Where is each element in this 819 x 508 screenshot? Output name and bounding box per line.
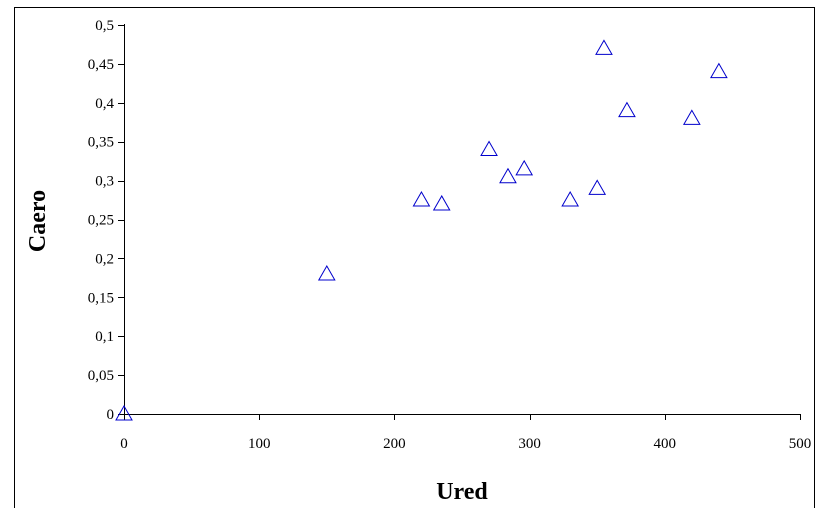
y-tick-label: 0,1 [95, 329, 114, 345]
data-point-triangle [499, 167, 517, 184]
x-axis-title: Ured [436, 479, 488, 505]
data-point-triangle [561, 191, 580, 207]
chart-frame [14, 7, 815, 508]
data-point-triangle [588, 179, 607, 195]
tick-labels: 0 100 200 300 400 500 0 0,05 0,1 0,15 0,2 0,25 0,3 0,… [88, 18, 812, 452]
x-tick-label: 300 [518, 436, 541, 452]
data-point-triangle [115, 404, 133, 421]
y-tick-label: 0,05 [88, 368, 114, 384]
y-tick-label: 0,35 [88, 135, 114, 151]
data-point-triangle [618, 101, 636, 118]
data-point-triangle [515, 159, 534, 176]
y-tick-label: 0,25 [88, 213, 114, 229]
data-point-triangle [480, 140, 498, 156]
axis-ticks [118, 25, 801, 420]
y-tick-label: 0,4 [95, 96, 114, 112]
y-tick-label: 0,15 [88, 290, 114, 306]
data-point-triangle [412, 191, 431, 207]
x-tick-label: 500 [789, 436, 812, 452]
x-tick-label: 100 [248, 436, 271, 452]
data-point-triangle [432, 194, 451, 211]
y-axis-title: Caero [25, 190, 51, 252]
y-tick-label: 0,45 [88, 57, 114, 73]
data-point-triangle [710, 62, 728, 79]
x-tick-label: 0 [120, 436, 128, 452]
data-point-triangle [317, 264, 336, 281]
x-tick-label: 200 [383, 436, 406, 452]
data-points [115, 39, 728, 421]
y-tick-label: 0,2 [95, 251, 114, 267]
y-tick-label: 0,3 [95, 174, 114, 190]
y-tick-label: 0 [107, 407, 115, 423]
x-tick-label: 400 [654, 436, 677, 452]
y-tick-label: 0,5 [95, 18, 114, 34]
data-point-triangle [682, 109, 701, 125]
data-point-triangle [595, 39, 613, 55]
